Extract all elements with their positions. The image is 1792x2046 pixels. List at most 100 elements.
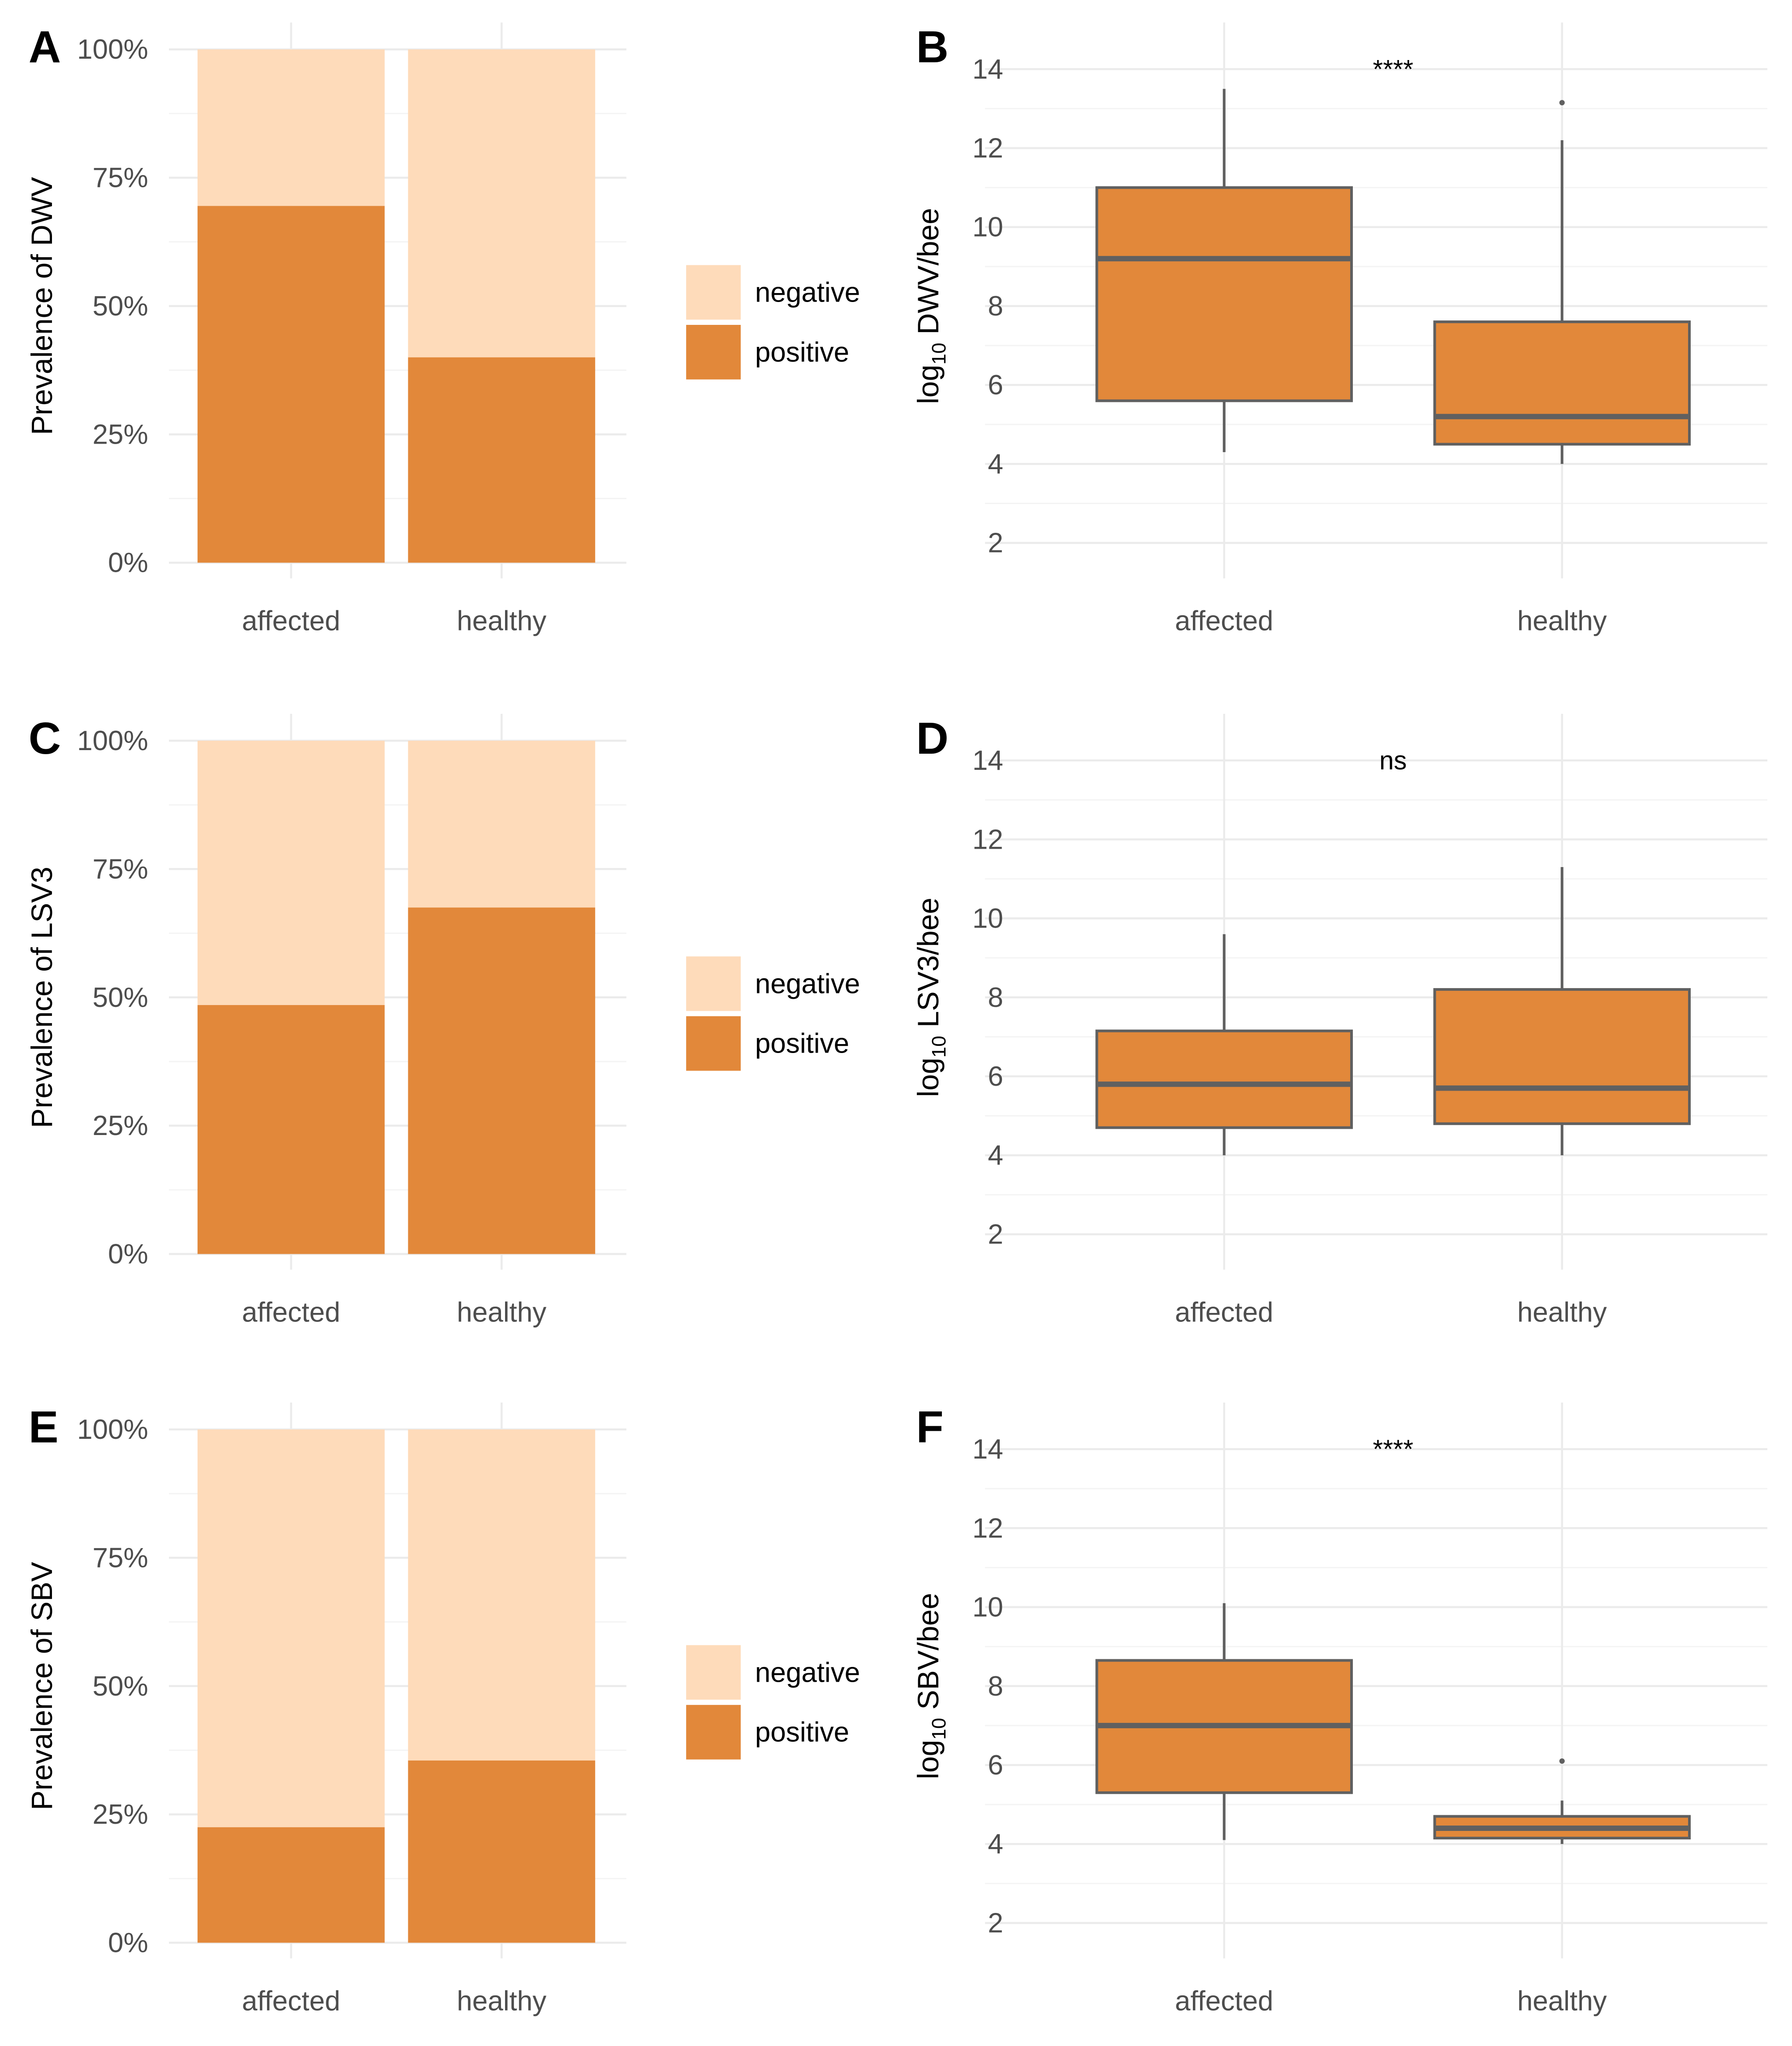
- y-tick-label: 4: [988, 1140, 1003, 1171]
- bar-negative-healthy: [408, 1429, 596, 1761]
- y-axis-title: log10 SBV/bee: [911, 1593, 950, 1779]
- y-tick-label: 4: [988, 449, 1003, 479]
- legend-swatch-negative: [686, 265, 741, 320]
- y-tick-label: 2: [988, 1219, 1003, 1250]
- x-tick-label: affected: [1175, 1986, 1273, 2016]
- y-tick-label: 0%: [108, 1928, 148, 1959]
- legend-swatch-positive: [686, 1705, 741, 1760]
- y-tick-label: 75%: [93, 1542, 148, 1573]
- bar-positive-healthy: [408, 357, 596, 563]
- panel-label: D: [916, 713, 949, 764]
- legend-swatch-positive: [686, 1016, 741, 1071]
- x-tick-label: healthy: [457, 1297, 546, 1328]
- legend-swatch-negative: [686, 1645, 741, 1700]
- y-axis-title: Prevalence of LSV3: [25, 867, 58, 1128]
- significance-label: ****: [1373, 55, 1413, 84]
- bar-negative-healthy: [408, 741, 596, 908]
- legend-label-positive: positive: [755, 1028, 849, 1059]
- bar-positive-affected: [197, 206, 385, 563]
- x-tick-label: affected: [242, 1297, 340, 1328]
- legend-label-negative: negative: [755, 277, 860, 308]
- y-tick-label: 10: [972, 903, 1003, 934]
- panel-label: A: [29, 22, 61, 72]
- y-tick-label: 6: [988, 1061, 1003, 1092]
- bar-positive-affected: [197, 1827, 385, 1943]
- y-tick-label: 100%: [77, 725, 148, 756]
- legend-label-positive: positive: [755, 337, 849, 368]
- legend-label-negative: negative: [755, 1657, 860, 1688]
- y-axis-title: Prevalence of DWV: [25, 177, 58, 435]
- y-tick-label: 14: [972, 1434, 1003, 1465]
- y-axis-title-rest: DWV/bee: [911, 208, 945, 343]
- y-tick-label: 14: [972, 745, 1003, 776]
- legend-label-negative: negative: [755, 968, 860, 999]
- box-affected: [1095, 186, 1353, 402]
- panel-e: 0% 25% 50% 75% 100% affected healthy Prevalence…: [25, 1402, 860, 2016]
- panel-label: F: [916, 1402, 944, 1452]
- panel-label: E: [29, 1402, 59, 1452]
- y-tick-label: 100%: [77, 34, 148, 65]
- bar-positive-healthy: [408, 907, 596, 1254]
- y-axis-title: log10 DWV/bee: [911, 208, 950, 404]
- x-tick-label: affected: [242, 606, 340, 637]
- y-tick-label: 75%: [93, 163, 148, 194]
- y-tick-label: 10: [972, 1592, 1003, 1623]
- box-healthy: [1433, 988, 1691, 1125]
- y-axis-title-subscript: 10: [928, 343, 950, 365]
- y-tick-label: 12: [972, 133, 1003, 164]
- y-tick-label: 4: [988, 1829, 1003, 1860]
- y-axis-title-subscript: 10: [928, 1036, 950, 1058]
- y-tick-label: 25%: [93, 1799, 148, 1830]
- x-tick-label: healthy: [1517, 606, 1607, 637]
- x-tick-label: affected: [1175, 1297, 1273, 1328]
- x-tick-label: healthy: [1517, 1297, 1607, 1328]
- y-axis-title-subscript: 10: [928, 1718, 950, 1740]
- y-tick-label: 14: [972, 54, 1003, 85]
- significance-label: ns: [1379, 746, 1407, 775]
- box-healthy: [1433, 320, 1691, 446]
- y-tick-label: 2: [988, 1908, 1003, 1938]
- x-tick-label: healthy: [457, 606, 546, 637]
- y-tick-label: 6: [988, 370, 1003, 401]
- outlier-point-healthy: [1559, 100, 1565, 106]
- bar-negative-affected: [197, 1429, 385, 1827]
- y-tick-label: 50%: [93, 1671, 148, 1702]
- panel-label: B: [916, 22, 949, 72]
- y-tick-label: 6: [988, 1750, 1003, 1781]
- y-tick-label: 50%: [93, 291, 148, 322]
- bar-positive-affected: [197, 1005, 385, 1254]
- y-axis-title: Prevalence of SBV: [25, 1562, 58, 1810]
- y-tick-label: 50%: [93, 982, 148, 1013]
- panel-label: C: [29, 713, 61, 764]
- legend-label-positive: positive: [755, 1717, 849, 1748]
- box-affected: [1095, 1029, 1353, 1129]
- panel-c: 0% 25% 50% 75% 100% affected healthy Prevalence…: [25, 713, 860, 1328]
- y-axis-title-log: log: [911, 1058, 945, 1097]
- bar-negative-affected: [197, 741, 385, 1005]
- y-tick-label: 75%: [93, 854, 148, 885]
- legend-swatch-positive: [686, 325, 741, 380]
- x-tick-label: healthy: [457, 1986, 546, 2016]
- y-axis-title-log: log: [911, 1740, 945, 1779]
- y-tick-label: 25%: [93, 1110, 148, 1141]
- y-tick-label: 12: [972, 824, 1003, 855]
- x-tick-label: affected: [1175, 606, 1273, 637]
- y-axis-title-log: log: [911, 365, 945, 404]
- outlier-point-healthy: [1559, 1758, 1565, 1764]
- panel-a: 0% 25% 50% 75% 100% affected healthy Prevalence…: [25, 22, 860, 636]
- y-tick-label: 100%: [77, 1414, 148, 1445]
- y-axis-title-rest: LSV3/bee: [911, 898, 945, 1036]
- y-tick-label: 2: [988, 528, 1003, 559]
- y-tick-label: 0%: [108, 548, 148, 578]
- y-tick-label: 0%: [108, 1239, 148, 1270]
- significance-label: ****: [1373, 1435, 1413, 1464]
- x-tick-label: healthy: [1517, 1986, 1607, 2016]
- y-axis-title: log10 LSV3/bee: [911, 898, 950, 1097]
- y-tick-label: 8: [988, 982, 1003, 1013]
- legend-swatch-negative: [686, 956, 741, 1011]
- y-tick-label: 8: [988, 1671, 1003, 1702]
